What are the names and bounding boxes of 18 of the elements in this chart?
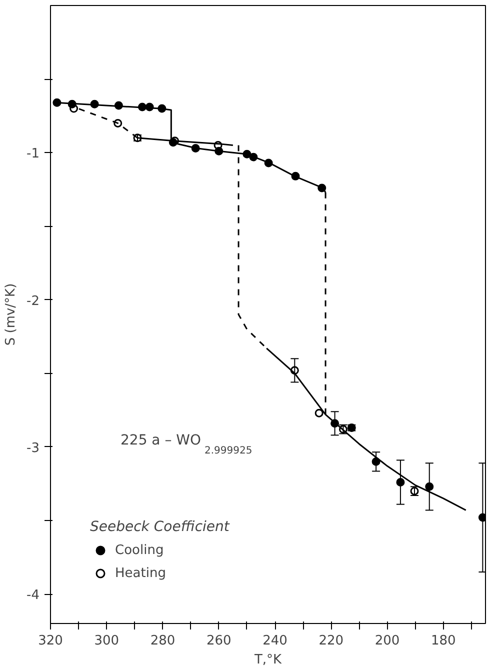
annotation: 225 a – WO2.999925 <box>120 432 252 456</box>
x-tick-label: 180 <box>430 634 456 648</box>
y-tick-label: -2 <box>26 294 40 309</box>
y-tick-label: -3 <box>26 440 40 456</box>
x-tick-label: 240 <box>262 634 288 648</box>
x-tick-label: 320 <box>38 634 63 648</box>
legend-label: Heating <box>115 566 166 580</box>
x-tick-label: 260 <box>206 634 232 648</box>
legend-title: Seebeck Coefficient <box>90 519 230 535</box>
x-tick-label: 200 <box>374 634 400 648</box>
x-axis-title: T,°K <box>253 652 282 668</box>
y-tick-label: -1 <box>26 146 40 162</box>
x-tick-label: 220 <box>318 634 344 648</box>
legend-label: Cooling <box>115 542 164 558</box>
x-tick-label: 300 <box>94 634 120 648</box>
y-tick-label: -4 <box>26 588 40 604</box>
y-axis-title: S (mv/°K) <box>4 283 19 346</box>
x-tick-label: 280 <box>150 634 176 648</box>
